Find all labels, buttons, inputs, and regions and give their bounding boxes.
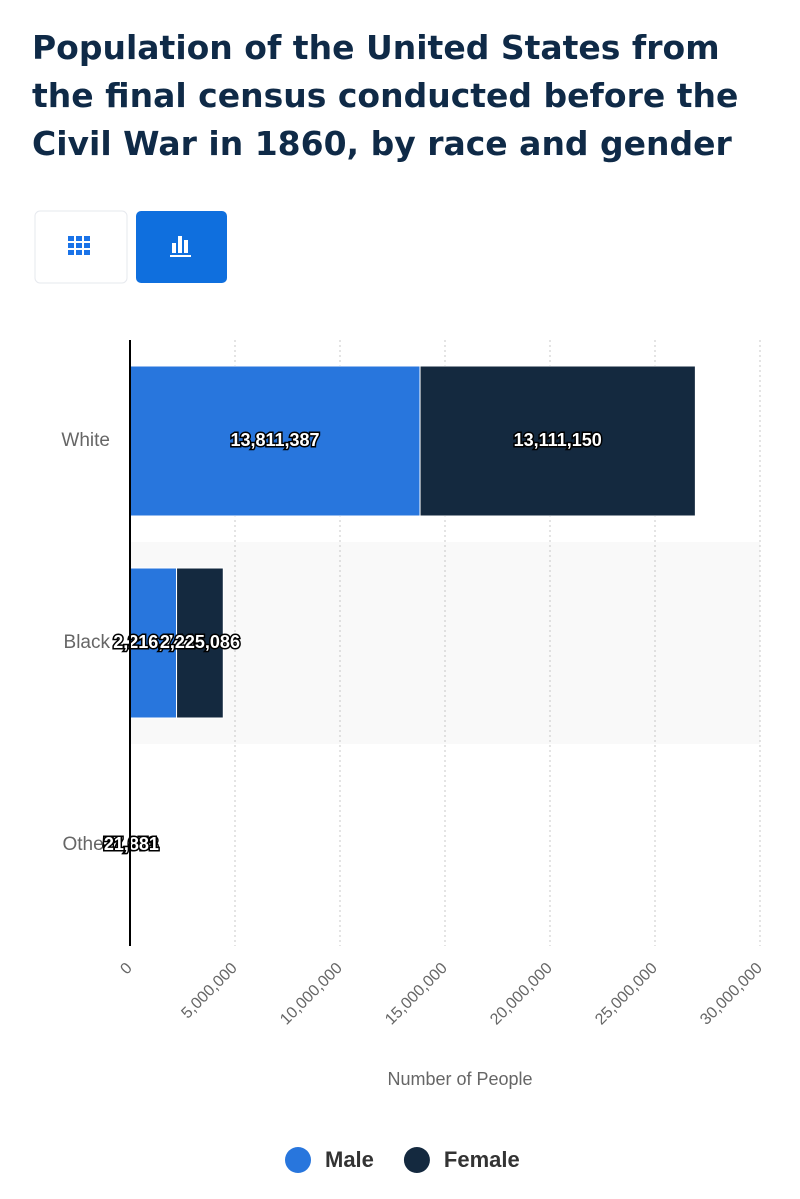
value-label: 13,111,150 [514, 430, 602, 450]
y-tick-label: Black [64, 632, 111, 653]
legend-marker [285, 1147, 311, 1173]
y-tick-label: Other [62, 834, 110, 855]
x-tick-label: 30,000,000 [697, 960, 766, 1029]
value-label: 2,216,744 [113, 632, 193, 652]
chart-title: Population of the United States from the… [32, 28, 739, 163]
legend-label: Female [444, 1147, 520, 1172]
bar [176, 567, 224, 719]
x-tick-label: 20,000,000 [487, 960, 556, 1029]
x-tick-label: 10,000,000 [277, 960, 346, 1029]
legend-label: Male [325, 1147, 374, 1172]
x-axis-title: Number of People [387, 1069, 532, 1089]
value-label: 21,881 [104, 834, 159, 854]
x-tick-label: 5,000,000 [178, 960, 240, 1022]
table-icon [68, 236, 90, 255]
value-label: 13,811,387 [230, 430, 319, 450]
x-tick-label: 15,000,000 [382, 960, 451, 1029]
x-tick-label: 25,000,000 [592, 960, 661, 1029]
value-label: 2,225,086 [160, 632, 240, 652]
y-tick-label: White [61, 430, 110, 451]
chart-icon [170, 236, 191, 257]
view-toggle [34, 210, 227, 284]
legend-marker [403, 1147, 430, 1173]
bar [129, 567, 178, 719]
bar [419, 365, 696, 517]
x-tick-label: 0 [117, 960, 135, 978]
bar [129, 365, 421, 517]
